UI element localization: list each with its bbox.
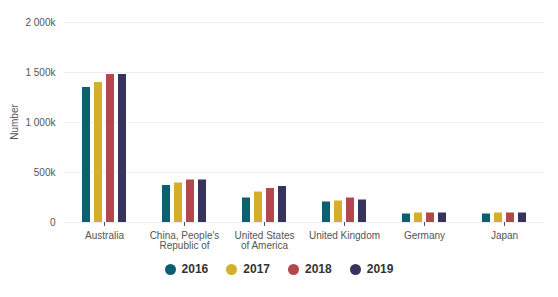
html-text:Number: Number xyxy=(9,104,20,140)
svg-text:2 000k: 2 000k xyxy=(25,17,56,28)
svg-text:Australia: Australia xyxy=(85,230,124,241)
svg-text:United Kingdom: United Kingdom xyxy=(309,230,380,241)
svg-text:1 500k: 1 500k xyxy=(25,67,56,78)
svg-text:Japan: Japan xyxy=(491,230,518,241)
html-text:2017: 2017 xyxy=(243,262,270,276)
svg-text:0: 0 xyxy=(50,217,56,228)
svg-text:500k: 500k xyxy=(34,167,57,178)
html-text:2016: 2016 xyxy=(181,262,209,276)
html-text:2019: 2019 xyxy=(366,262,394,276)
svg-text:Germany: Germany xyxy=(404,230,445,241)
svg-text:United Statesof America: United Statesof America xyxy=(234,230,294,251)
svg-text:1 000k: 1 000k xyxy=(25,117,56,128)
html-text:2018: 2018 xyxy=(305,262,332,276)
svg-text:China, People'sRepublic of: China, People'sRepublic of xyxy=(150,230,220,251)
